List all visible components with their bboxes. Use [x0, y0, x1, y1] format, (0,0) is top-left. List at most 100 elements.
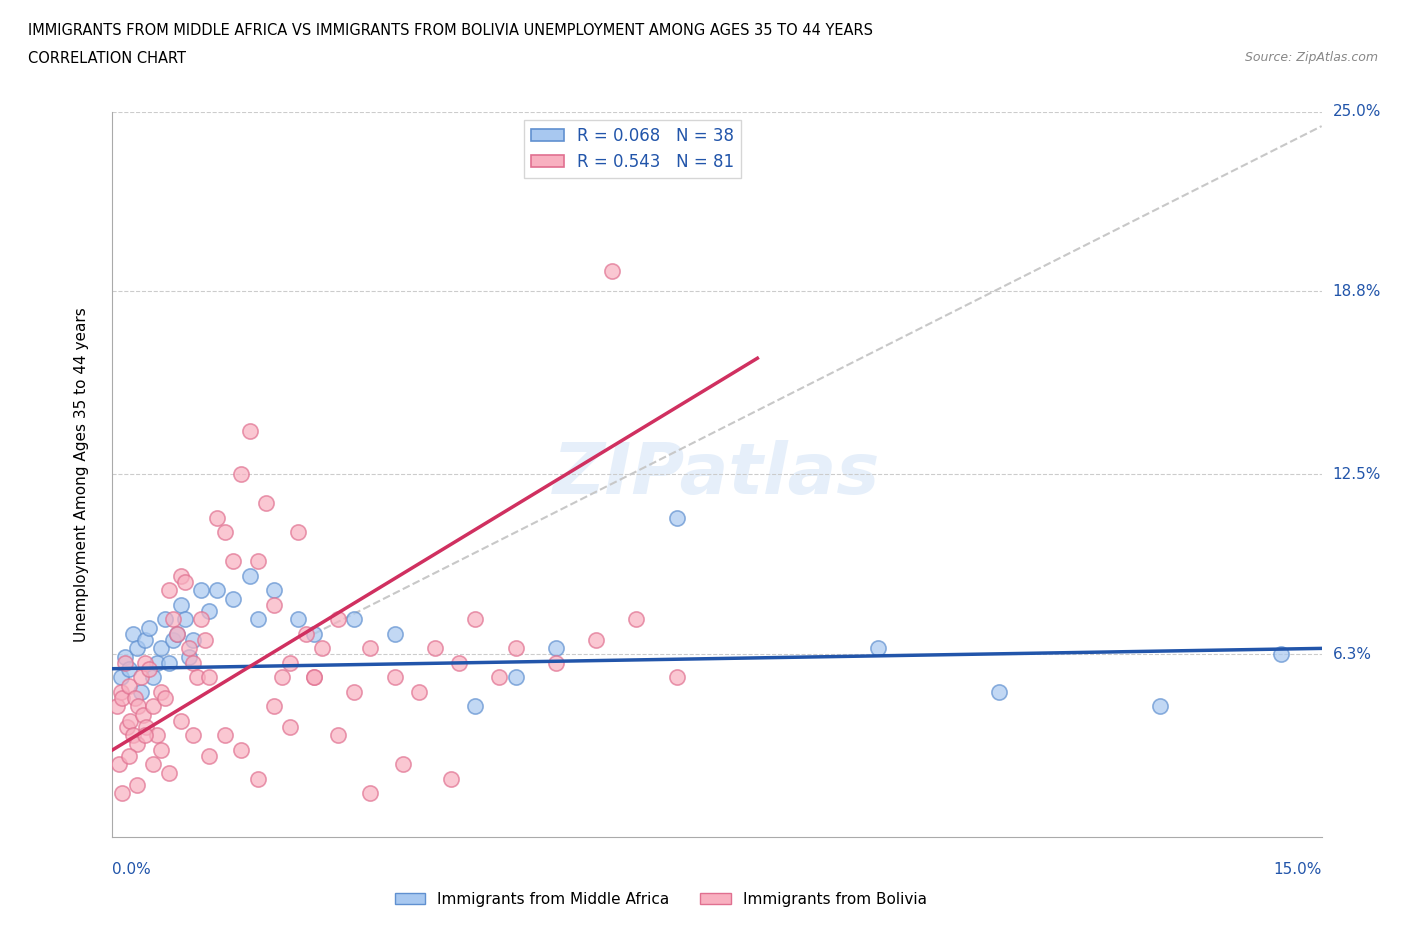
Text: 6.3%: 6.3%	[1333, 646, 1372, 662]
Point	[129, 684, 152, 699]
Point	[988, 684, 1011, 699]
Text: Source: ZipAtlas.com: Source: ZipAtlas.com	[1244, 51, 1378, 64]
Point	[181, 728, 204, 743]
Point	[302, 627, 325, 642]
Point	[391, 757, 413, 772]
Point	[134, 728, 156, 743]
Point	[125, 641, 148, 656]
Text: 18.8%: 18.8%	[1333, 284, 1381, 299]
Point	[302, 670, 325, 684]
Point	[222, 591, 245, 606]
Point	[222, 554, 245, 569]
Point	[115, 719, 138, 734]
Point	[505, 670, 527, 684]
Point	[384, 670, 406, 684]
Text: 12.5%: 12.5%	[1333, 467, 1381, 482]
Text: 25.0%: 25.0%	[1333, 104, 1381, 119]
Point	[166, 627, 188, 642]
Point	[153, 612, 176, 627]
Point	[186, 670, 208, 684]
Point	[440, 772, 463, 787]
Point	[129, 670, 152, 684]
Point	[343, 612, 366, 627]
Point	[488, 670, 510, 684]
Point	[359, 786, 381, 801]
Point	[142, 670, 165, 684]
Point	[263, 699, 285, 714]
Point	[246, 612, 269, 627]
Text: 15.0%: 15.0%	[1274, 862, 1322, 877]
Point	[198, 749, 221, 764]
Point	[132, 708, 155, 723]
Point	[198, 670, 221, 684]
Text: IMMIGRANTS FROM MIDDLE AFRICA VS IMMIGRANTS FROM BOLIVIA UNEMPLOYMENT AMONG AGES: IMMIGRANTS FROM MIDDLE AFRICA VS IMMIGRA…	[28, 23, 873, 38]
Point	[121, 728, 143, 743]
Point	[181, 656, 204, 671]
Text: ZIPatlas: ZIPatlas	[554, 440, 880, 509]
Point	[162, 632, 184, 647]
Point	[408, 684, 430, 699]
Point	[108, 757, 131, 772]
Point	[149, 641, 172, 656]
Point	[157, 583, 180, 598]
Point	[117, 679, 139, 694]
Point	[170, 713, 193, 728]
Point	[114, 650, 136, 665]
Point	[214, 728, 236, 743]
Point	[246, 772, 269, 787]
Point	[626, 612, 648, 627]
Point	[146, 656, 169, 671]
Point	[585, 632, 607, 647]
Point	[238, 423, 260, 438]
Point	[287, 612, 309, 627]
Point	[423, 641, 446, 656]
Point	[665, 511, 688, 525]
Point	[287, 525, 309, 539]
Point	[449, 656, 471, 671]
Point	[311, 641, 333, 656]
Point	[138, 620, 160, 635]
Point	[868, 641, 890, 656]
Point	[343, 684, 366, 699]
Legend: R = 0.068   N = 38, R = 0.543   N = 81: R = 0.068 N = 38, R = 0.543 N = 81	[524, 120, 741, 178]
Point	[166, 627, 188, 642]
Point	[544, 656, 567, 671]
Point	[1270, 646, 1292, 661]
Point	[157, 765, 180, 780]
Point	[600, 264, 623, 279]
Point	[177, 641, 200, 656]
Text: CORRELATION CHART: CORRELATION CHART	[28, 51, 186, 66]
Point	[214, 525, 236, 539]
Point	[464, 612, 486, 627]
Point	[153, 690, 176, 705]
Point	[384, 627, 406, 642]
Legend: Immigrants from Middle Africa, Immigrants from Bolivia: Immigrants from Middle Africa, Immigrant…	[388, 886, 934, 913]
Point	[190, 612, 212, 627]
Point	[174, 612, 197, 627]
Text: 0.0%: 0.0%	[112, 862, 152, 877]
Point	[181, 632, 204, 647]
Point	[254, 496, 277, 511]
Point	[231, 742, 253, 757]
Point	[121, 627, 143, 642]
Point	[124, 690, 146, 705]
Point	[177, 650, 200, 665]
Point	[505, 641, 527, 656]
Point	[138, 661, 160, 676]
Point	[270, 670, 292, 684]
Point	[125, 737, 148, 751]
Point	[149, 742, 172, 757]
Point	[263, 583, 285, 598]
Point	[149, 684, 172, 699]
Point	[110, 684, 132, 699]
Point	[190, 583, 212, 598]
Point	[295, 627, 318, 642]
Point	[207, 583, 229, 598]
Point	[665, 670, 688, 684]
Point	[111, 786, 134, 801]
Point	[135, 719, 157, 734]
Point	[146, 728, 169, 743]
Point	[278, 719, 301, 734]
Point	[231, 467, 253, 482]
Point	[359, 641, 381, 656]
